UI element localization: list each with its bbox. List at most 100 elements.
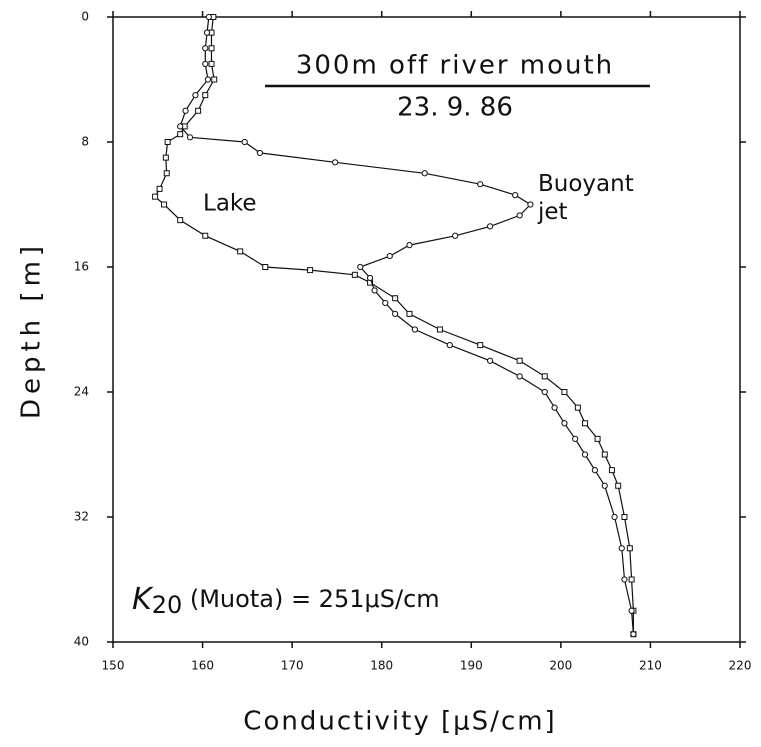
point — [516, 357, 523, 364]
y-tick-label: 40 — [74, 635, 89, 649]
x-tick-label: 180 — [370, 659, 393, 673]
point — [621, 514, 628, 520]
x-tick-label: 160 — [191, 659, 214, 673]
y-axis-label: Depth [m] — [17, 241, 47, 419]
point — [581, 451, 589, 458]
point — [561, 420, 568, 427]
point — [177, 217, 184, 224]
point — [164, 139, 171, 145]
point — [516, 212, 523, 219]
point — [202, 45, 209, 52]
x-tick-label: 170 — [281, 659, 304, 673]
plot-frame — [112, 16, 741, 643]
point — [541, 373, 548, 380]
y-tick-label: 24 — [74, 385, 89, 399]
point — [161, 201, 168, 208]
point — [541, 388, 548, 396]
annotation-symbol: K — [132, 582, 154, 617]
point — [406, 242, 413, 249]
point — [156, 185, 163, 192]
point — [262, 264, 269, 270]
point — [406, 310, 413, 317]
x-tick-label: 210 — [639, 659, 662, 673]
point — [205, 13, 212, 21]
point — [572, 435, 579, 442]
point — [446, 342, 453, 349]
point — [202, 232, 209, 239]
point — [582, 420, 589, 427]
point — [591, 467, 598, 474]
point — [204, 76, 212, 83]
point — [202, 92, 209, 99]
point — [601, 451, 608, 458]
point — [162, 154, 169, 161]
annotation-subscript: 20 — [152, 591, 183, 619]
point — [386, 252, 393, 260]
point — [486, 223, 494, 230]
point — [452, 232, 459, 239]
point — [241, 138, 248, 146]
series-label: Lake — [203, 191, 257, 217]
x-tick-label: 190 — [460, 659, 483, 673]
y-tick-label: 0 — [81, 10, 89, 24]
point — [203, 29, 211, 36]
point — [371, 287, 378, 294]
point — [192, 92, 199, 99]
point — [527, 201, 534, 208]
point — [618, 545, 625, 552]
point — [626, 545, 633, 552]
point — [516, 373, 523, 380]
point — [163, 170, 170, 177]
point — [628, 607, 635, 614]
chart-title: 300m off river mouth — [296, 51, 614, 81]
point — [382, 299, 389, 307]
y-tick-label: 8 — [81, 135, 89, 149]
point — [611, 513, 618, 521]
point — [208, 45, 215, 52]
point — [436, 326, 443, 333]
chart-subtitle: 23. 9. 86 — [397, 93, 513, 123]
x-tick-label: 150 — [102, 659, 125, 673]
annotation: K20 (Muota) = 251μS/cm — [132, 582, 440, 620]
point — [186, 134, 194, 141]
point — [202, 60, 209, 67]
point — [601, 482, 608, 489]
point — [421, 170, 428, 177]
point — [195, 107, 202, 114]
point — [630, 631, 637, 638]
point — [574, 404, 581, 411]
point — [615, 482, 622, 489]
point — [628, 576, 635, 583]
annotation-text: (Muota) = 251μS/cm — [182, 585, 439, 613]
point — [237, 248, 244, 255]
point — [332, 159, 339, 166]
point — [486, 357, 494, 364]
point — [594, 435, 601, 442]
point — [211, 76, 218, 83]
point — [208, 60, 215, 67]
point — [561, 389, 568, 395]
point — [477, 342, 484, 349]
point — [152, 193, 159, 200]
y-tick-label: 32 — [74, 510, 89, 524]
x-tick-label: 220 — [729, 659, 752, 673]
point — [608, 467, 615, 474]
point — [411, 326, 418, 333]
point — [177, 131, 184, 138]
point — [477, 181, 484, 188]
x-tick-label: 200 — [549, 659, 572, 673]
point — [307, 267, 314, 274]
point — [256, 149, 263, 157]
series-line — [154, 16, 634, 635]
series-label: Buoyant jet — [538, 171, 634, 225]
x-axis-label: Conductivity [μS/cm] — [243, 707, 556, 737]
point — [551, 404, 558, 411]
point — [392, 295, 399, 302]
point — [357, 263, 364, 271]
y-tick-label: 16 — [74, 260, 89, 274]
point — [182, 107, 189, 114]
point — [366, 274, 374, 282]
point — [177, 123, 184, 130]
